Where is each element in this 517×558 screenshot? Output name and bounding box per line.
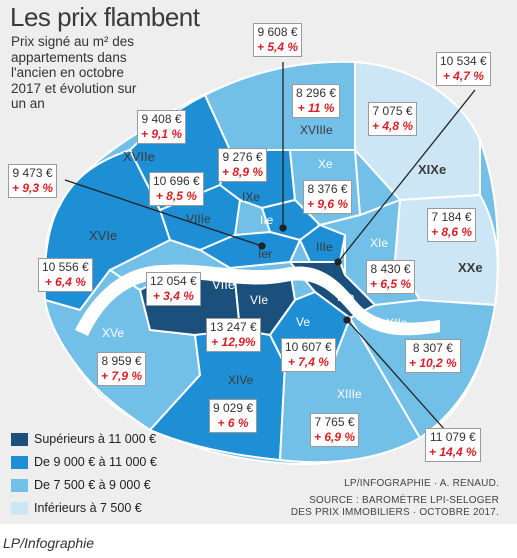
tag-XIII: 7 765 € + 6,9 % (310, 413, 360, 447)
tag-XVIII: 8 296 € + 11 % (292, 84, 341, 118)
credit-line-3: DES PRIX IMMOBILIERS · OCTOBRE 2017. (290, 507, 499, 518)
label-III: IIIe (316, 240, 333, 254)
tag-paris-average: 9 473 € + 9,3 % (8, 164, 58, 198)
credit-line-2: SOURCE : BAROMÈTRE LPI-SELOGER (309, 495, 499, 506)
tag-XI: 8 430 € + 6,5 % (366, 260, 416, 294)
label-VIII: VIIIe (186, 212, 211, 226)
label-XVIII: XVIIIe (300, 123, 333, 137)
tag-XIV: 9 029 € + 6 % (209, 399, 258, 433)
leader-paris (64, 179, 263, 247)
legend-swatch (11, 433, 28, 447)
legend-item-2: De 9 000 € à 11 000 € (11, 454, 157, 470)
tag-VII: 12 054 € + 3,4 % (146, 272, 201, 306)
seine-river (75, 264, 440, 336)
tag-V: 10 607 € + 7,4 % (281, 338, 336, 372)
tag-VIII: 10 696 € + 8,5 % (149, 172, 204, 206)
tag-X: 8 376 € + 9,6 % (303, 180, 353, 214)
tag-II: 9 608 € + 5,4 % (253, 23, 303, 57)
leader-IV (346, 319, 446, 431)
tag-III: 10 534 € + 4,7 % (436, 52, 491, 86)
tag-XVII: 9 408 € + 9,1 % (137, 110, 187, 144)
district-III (298, 223, 347, 263)
leader-III (337, 89, 476, 263)
label-I: Ier (258, 247, 273, 261)
label-IX: IXe (242, 190, 261, 204)
tag-XII: 8 307 € + 10,2 % (405, 339, 461, 373)
label-XVII: XVIIe (123, 149, 155, 164)
legend-item-4: Inférieurs à 7 500 € (11, 500, 142, 516)
legend-item-1: Supérieurs à 11 000 € (11, 431, 156, 447)
infographic-canvas: Les prix flambent Prix signé au m² des a… (0, 0, 517, 524)
label-X: Xe (318, 157, 333, 171)
label-VI: VIe (250, 293, 269, 307)
credit-line-1: LP/INFOGRAPHIE · A. RENAUD. (344, 478, 499, 489)
legend-swatch (11, 502, 28, 516)
tag-XV: 8 959 € + 7,9 % (97, 352, 147, 386)
label-XIV: XIVe (228, 373, 254, 387)
label-IV: IVe (337, 290, 355, 304)
district-XIX (354, 60, 481, 202)
tag-XX: 7 184 € + 8,6 % (427, 208, 477, 242)
page-subtitle: Prix signé au m² des appartements dans l… (11, 34, 137, 111)
tag-XVI: 10 556 € + 6,4 % (38, 258, 93, 292)
label-XX: XXe (458, 260, 483, 275)
label-XII: XIIe (386, 316, 408, 330)
label-II: IIe (260, 213, 274, 227)
label-XI: XIe (370, 236, 389, 250)
footer-credit: LP/Infographie (3, 535, 95, 551)
legend-item-3: De 7 500 € à 9 000 € (11, 477, 151, 493)
tag-XIX: 7 075 € + 4,8 % (368, 102, 418, 136)
legend-swatch (11, 479, 28, 493)
label-VII: VIIe (212, 277, 236, 292)
label-XIII: XIIIe (337, 387, 362, 401)
tag-VI: 13 247 € + 12,9% (206, 318, 261, 352)
tag-IV: 11 079 € + 14,4 % (425, 428, 481, 462)
label-XVI: XVIe (89, 228, 118, 243)
page-title: Les prix flambent (10, 2, 200, 32)
label-XIX: XIXe (418, 162, 447, 177)
label-XV: XVe (102, 326, 125, 340)
tag-IX: 9 276 € + 8,9 % (218, 148, 268, 182)
legend-swatch (11, 456, 28, 470)
label-V: Ve (296, 315, 311, 329)
